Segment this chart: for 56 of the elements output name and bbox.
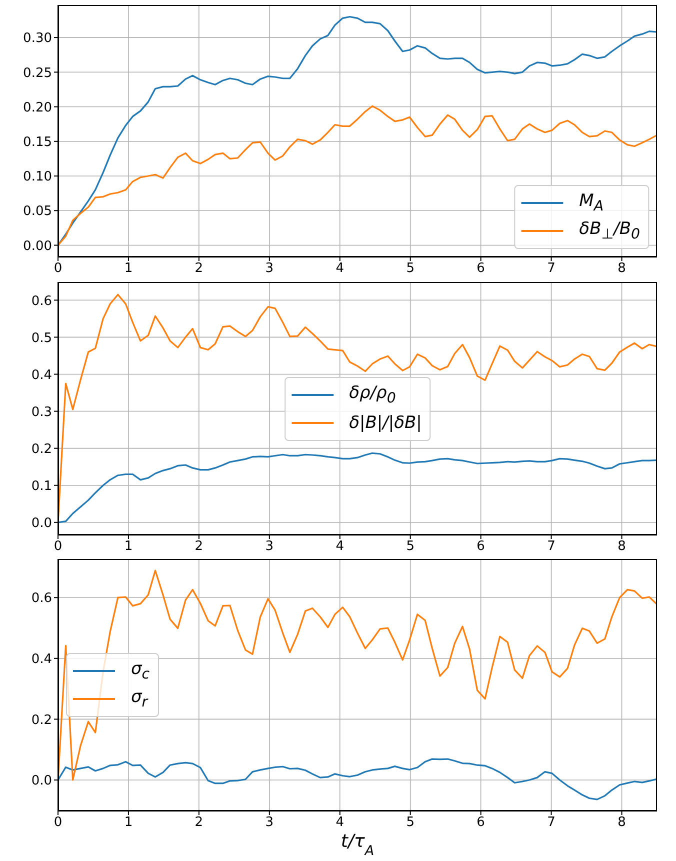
y-tick-label: 0.20 — [23, 100, 52, 116]
x-tick-label: 7 — [547, 261, 556, 276]
y-tick-label: 0.15 — [23, 135, 52, 150]
x-tick-label: 5 — [406, 815, 414, 830]
x-tick-label: 7 — [547, 815, 556, 830]
legend-label: δρ/ρ$_{0}$ — [349, 382, 396, 406]
y-tick-label: 0.05 — [23, 204, 52, 220]
x-tick-label: 4 — [336, 261, 344, 276]
x-tick-label: 0 — [54, 539, 62, 554]
y-tick-label: 0.10 — [23, 170, 52, 185]
line-series — [58, 452, 657, 524]
y-tick-label: 0.00 — [23, 238, 52, 254]
x-tick-label: 8 — [618, 539, 626, 554]
x-tick-label: 3 — [265, 261, 274, 276]
y-tick-label: 0.0 — [31, 516, 52, 532]
x-tick-label: 2 — [194, 539, 204, 554]
x-tick-label: 1 — [124, 815, 133, 830]
x-axis-title: t/τ$_{A}$ — [340, 831, 374, 859]
line-series — [58, 570, 657, 781]
x-tick-label: 8 — [618, 815, 626, 830]
x-tick-label: 0 — [54, 815, 62, 830]
legend-label: δ|B|/|δB| — [349, 412, 422, 432]
line-series — [58, 105, 657, 246]
legend-label: σ$_{r}$ — [131, 687, 148, 711]
legend-label: M$_{A}$ — [579, 191, 604, 215]
y-tick-label: 0.2 — [31, 712, 52, 728]
y-tick-label: 0.25 — [23, 66, 52, 81]
x-tick-label: 1 — [124, 261, 133, 276]
x-tick-label: 2 — [194, 815, 204, 830]
x-tick-label: 5 — [406, 261, 414, 276]
x-tick-label: 3 — [265, 815, 274, 830]
x-tick-label: 4 — [336, 539, 344, 554]
y-tick-label: 0.4 — [31, 652, 52, 668]
line-series — [58, 758, 657, 800]
x-tick-label: 3 — [265, 539, 274, 554]
x-tick-label: 8 — [618, 261, 626, 276]
y-tick-label: 0.0 — [31, 774, 52, 789]
x-tick-label: 6 — [476, 815, 485, 830]
y-tick-label: 0.30 — [23, 31, 52, 46]
y-tick-label: 0.5 — [31, 330, 52, 346]
x-tick-label: 0 — [54, 261, 62, 276]
legend-label: σ$_{c}$ — [131, 659, 150, 683]
x-tick-label: 6 — [476, 261, 485, 276]
legend-label: δB$_{⊥}$/B$_{0}$ — [579, 219, 640, 243]
x-tick-label: 4 — [336, 815, 344, 830]
y-tick-label: 0.6 — [31, 591, 52, 606]
x-tick-label: 1 — [124, 539, 133, 554]
y-tick-label: 0.4 — [31, 368, 52, 383]
x-tick-label: 7 — [547, 539, 556, 554]
y-tick-label: 0.6 — [31, 294, 52, 309]
x-tick-label: 2 — [194, 261, 204, 276]
y-tick-label: 0.1 — [31, 478, 52, 494]
x-tick-label: 5 — [406, 539, 414, 554]
y-tick-label: 0.2 — [31, 442, 52, 457]
x-tick-label: 6 — [476, 539, 485, 554]
y-tick-label: 0.3 — [31, 404, 52, 420]
